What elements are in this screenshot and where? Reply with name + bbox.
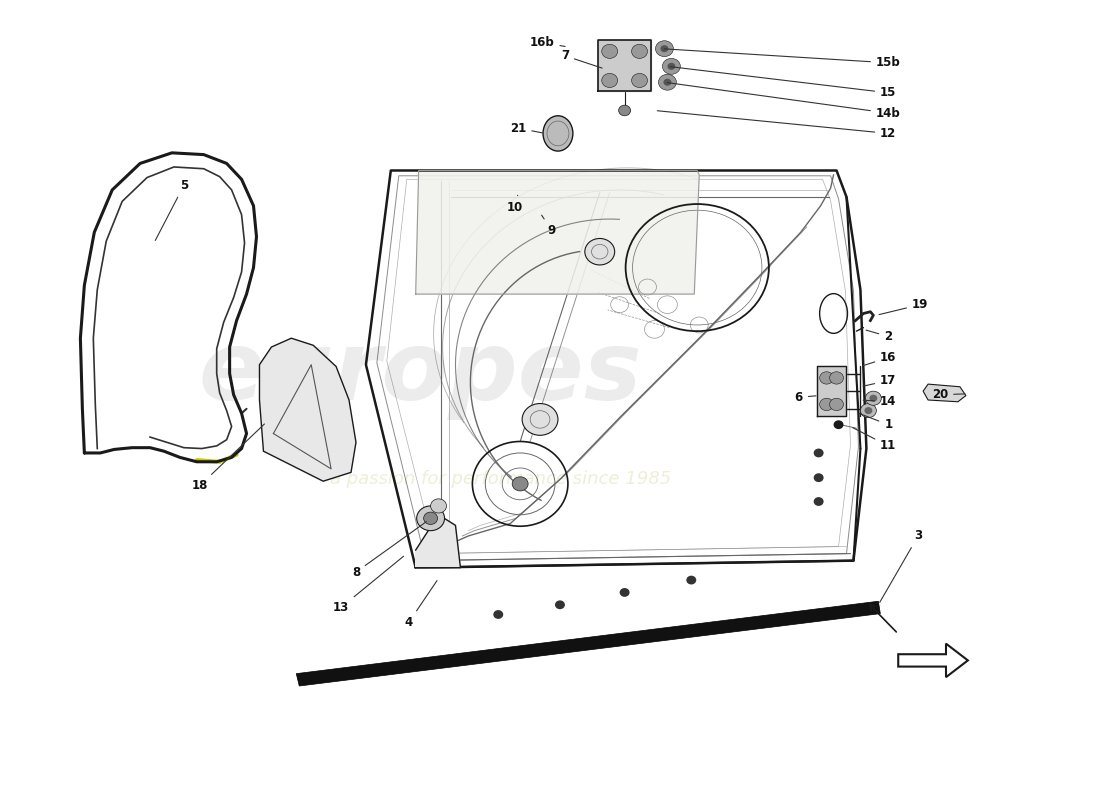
Text: a passion for performance since 1985: a passion for performance since 1985 bbox=[330, 470, 671, 489]
Circle shape bbox=[662, 58, 680, 74]
Polygon shape bbox=[296, 602, 880, 686]
Circle shape bbox=[820, 398, 834, 410]
Circle shape bbox=[668, 63, 675, 70]
Circle shape bbox=[866, 391, 881, 406]
Circle shape bbox=[417, 506, 444, 530]
Circle shape bbox=[619, 588, 629, 597]
Text: 19: 19 bbox=[879, 298, 928, 314]
Text: 18: 18 bbox=[191, 424, 264, 492]
Text: 16: 16 bbox=[864, 351, 896, 366]
Text: 13: 13 bbox=[333, 556, 404, 614]
Text: 15b: 15b bbox=[664, 49, 901, 70]
Circle shape bbox=[820, 372, 834, 384]
Circle shape bbox=[660, 45, 669, 52]
Circle shape bbox=[602, 74, 618, 87]
Circle shape bbox=[631, 44, 648, 58]
Circle shape bbox=[814, 449, 824, 458]
Circle shape bbox=[618, 105, 630, 116]
Text: 12: 12 bbox=[657, 110, 896, 140]
Circle shape bbox=[602, 44, 618, 58]
Polygon shape bbox=[597, 40, 651, 91]
Text: 17: 17 bbox=[864, 374, 896, 387]
Circle shape bbox=[829, 372, 844, 384]
Circle shape bbox=[869, 394, 878, 402]
Circle shape bbox=[814, 497, 824, 506]
Circle shape bbox=[686, 576, 696, 585]
Polygon shape bbox=[260, 338, 356, 482]
Circle shape bbox=[834, 420, 844, 429]
Polygon shape bbox=[416, 514, 461, 568]
Circle shape bbox=[865, 407, 872, 414]
Polygon shape bbox=[416, 170, 700, 294]
Circle shape bbox=[814, 474, 824, 482]
Circle shape bbox=[522, 403, 558, 435]
Circle shape bbox=[631, 74, 648, 87]
Circle shape bbox=[493, 610, 503, 619]
Text: 15: 15 bbox=[670, 66, 896, 99]
Circle shape bbox=[829, 398, 844, 410]
Text: 8: 8 bbox=[352, 522, 427, 578]
Text: 4: 4 bbox=[405, 581, 437, 629]
Text: 9: 9 bbox=[541, 215, 557, 237]
Text: 21: 21 bbox=[510, 122, 542, 134]
Circle shape bbox=[556, 600, 565, 610]
Circle shape bbox=[659, 74, 676, 90]
Polygon shape bbox=[816, 366, 847, 416]
Circle shape bbox=[424, 512, 438, 525]
Circle shape bbox=[585, 238, 615, 265]
Text: 1: 1 bbox=[859, 414, 892, 431]
Circle shape bbox=[860, 403, 877, 418]
Text: 14b: 14b bbox=[668, 82, 901, 120]
Circle shape bbox=[430, 499, 447, 513]
Text: 7: 7 bbox=[561, 50, 602, 68]
Text: 10: 10 bbox=[507, 195, 524, 214]
Text: 2: 2 bbox=[866, 330, 892, 343]
Circle shape bbox=[513, 477, 528, 491]
Text: 11: 11 bbox=[852, 428, 896, 453]
Text: 6: 6 bbox=[794, 391, 816, 404]
Ellipse shape bbox=[543, 116, 573, 151]
Circle shape bbox=[663, 78, 671, 86]
Circle shape bbox=[656, 41, 673, 57]
Polygon shape bbox=[923, 384, 966, 402]
Text: 5: 5 bbox=[155, 179, 188, 241]
Text: 3: 3 bbox=[880, 530, 922, 602]
Text: 20: 20 bbox=[932, 388, 965, 402]
Text: 14: 14 bbox=[864, 395, 896, 408]
Text: europes: europes bbox=[199, 327, 642, 420]
Text: 16b: 16b bbox=[530, 36, 565, 49]
